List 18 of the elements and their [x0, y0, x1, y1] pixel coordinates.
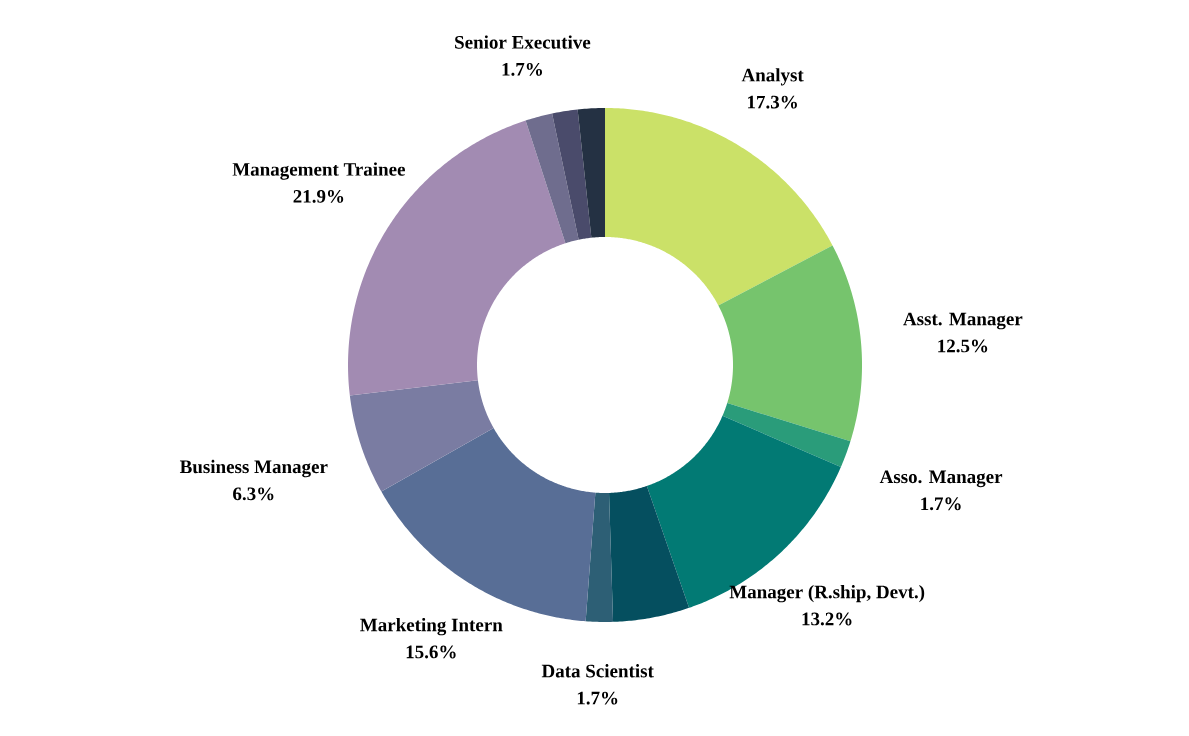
- data-label: 17.3%: [748, 95, 797, 109]
- data-label: 1.7%: [577, 691, 618, 705]
- data-label: 13.2%: [802, 612, 852, 626]
- slice-label: Marketing Intern: [360, 617, 503, 636]
- data-label: 15.6%: [406, 645, 456, 659]
- slice-label: Business Manager: [179, 459, 328, 478]
- slice-label: Senior Executive: [455, 35, 591, 49]
- data-label: 21.9%: [293, 189, 344, 203]
- data-label: 1.7%: [921, 497, 961, 511]
- data-label: 6.3%: [233, 487, 274, 501]
- data-label: 1.7%: [502, 62, 543, 76]
- data-label: 12.5%: [938, 339, 988, 353]
- slice-label: Asso. Manager: [879, 470, 1003, 488]
- slice-label: Data Scientist: [541, 664, 654, 678]
- slice-label: Asst. Manager: [903, 312, 1023, 330]
- slice-label: Analyst: [741, 68, 804, 86]
- slice-label: Manager (R.ship, Devt.): [729, 584, 925, 603]
- slice-label: Management Trainee: [232, 162, 405, 180]
